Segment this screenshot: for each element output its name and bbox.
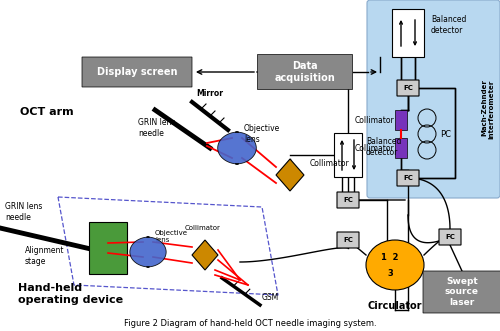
Polygon shape (192, 240, 218, 270)
FancyBboxPatch shape (439, 229, 461, 245)
Text: Display screen: Display screen (97, 67, 178, 77)
Bar (395, 138, 407, 158)
Text: 3: 3 (387, 268, 393, 277)
Text: Collimator: Collimator (185, 225, 221, 231)
Text: Objective
lens: Objective lens (244, 124, 280, 144)
Text: Balanced
detector: Balanced detector (431, 15, 466, 35)
Bar (89, 222, 127, 274)
Text: FC: FC (445, 234, 455, 240)
FancyBboxPatch shape (337, 232, 359, 248)
Text: FC: FC (403, 175, 413, 181)
Bar (395, 110, 407, 130)
Text: Data
acquisition: Data acquisition (274, 61, 336, 83)
FancyBboxPatch shape (423, 271, 500, 313)
Text: FC: FC (343, 197, 353, 203)
FancyBboxPatch shape (397, 80, 419, 96)
Polygon shape (130, 237, 166, 267)
Ellipse shape (366, 240, 424, 290)
Text: Mirror: Mirror (196, 89, 223, 98)
Text: Figure 2 Diagram of hand-held OCT needle imaging system.: Figure 2 Diagram of hand-held OCT needle… (124, 319, 376, 328)
FancyBboxPatch shape (82, 57, 192, 87)
Text: OCT arm: OCT arm (20, 107, 74, 117)
Text: GRIN lens
needle: GRIN lens needle (5, 202, 43, 222)
Text: Swept
source
laser: Swept source laser (445, 277, 479, 307)
Text: Collimator: Collimator (310, 159, 350, 167)
Bar (334, 133, 362, 177)
Text: Circulator: Circulator (368, 301, 422, 311)
Polygon shape (276, 159, 304, 191)
Text: GSM: GSM (262, 294, 279, 303)
Text: Hand-held
operating device: Hand-held operating device (18, 283, 123, 305)
Text: Collimator: Collimator (354, 116, 394, 124)
Text: FC: FC (343, 237, 353, 243)
Text: PC: PC (440, 129, 451, 138)
Text: Mach-Zehnder
interferometer: Mach-Zehnder interferometer (481, 79, 494, 139)
Text: 1  2: 1 2 (381, 254, 398, 262)
FancyBboxPatch shape (367, 0, 500, 198)
Polygon shape (218, 132, 256, 164)
Bar (392, 9, 424, 57)
Text: Balanced
detector: Balanced detector (366, 137, 402, 157)
Text: Collimator: Collimator (354, 144, 394, 153)
Text: GRIN lens
needle: GRIN lens needle (138, 118, 175, 138)
Text: Objective
lens: Objective lens (155, 230, 188, 244)
FancyBboxPatch shape (258, 55, 352, 89)
FancyBboxPatch shape (397, 170, 419, 186)
FancyBboxPatch shape (337, 192, 359, 208)
Text: Alignment
stage: Alignment stage (25, 246, 64, 266)
Text: FC: FC (403, 85, 413, 91)
